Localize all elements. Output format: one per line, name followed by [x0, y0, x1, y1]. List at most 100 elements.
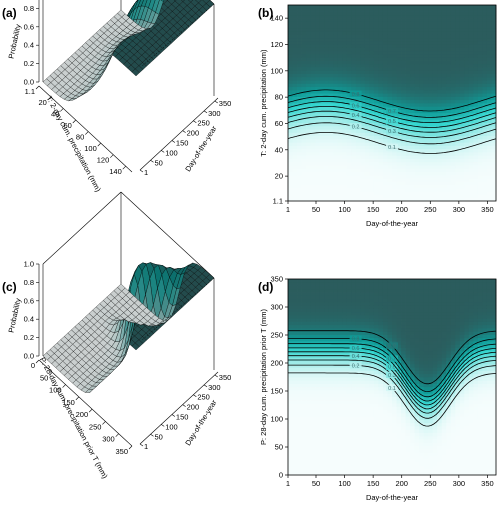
plot-frame [287, 278, 497, 476]
panel-label: (d) [258, 280, 273, 294]
day-tick [182, 130, 186, 133]
z-tick-label: 0.0 [24, 78, 34, 87]
x-axis-label: Day-of-the-year [366, 219, 419, 228]
y-tick-label: 100 [270, 415, 283, 424]
y-tick-label: 60 [275, 119, 283, 128]
contour-lines: 0.1 0.2 0.3 0.4 0.5 0.6 0.7 0.8 0.9 [288, 330, 497, 427]
box-frame [42, 191, 215, 370]
x-tick-label: 150 [367, 479, 380, 488]
day-tick [150, 434, 154, 437]
day-tick-label: 50 [155, 432, 163, 441]
x-tick [62, 384, 66, 388]
day-tick [139, 443, 144, 447]
x-tick [35, 359, 40, 364]
day-tick-label: 1 [144, 442, 148, 451]
x-tick-label: 20 [38, 98, 46, 107]
x-tick [49, 372, 53, 376]
heatmap [288, 279, 497, 476]
contour-line [287, 122, 497, 145]
box-edge [141, 277, 215, 341]
y-tick-label: 250 [270, 331, 283, 340]
y-tick-label: 0 [279, 471, 283, 480]
contour-panel: (d)0.10.20.30.40.50.60.70.80.91 50 100 150 2… [258, 275, 497, 502]
box-frame [42, 0, 215, 96]
day-tick-label: 350 [219, 99, 232, 108]
surface-panel: (c)0.00.20.40.60.81.0Probability05010015… [2, 191, 232, 480]
x-tick-label: 100 [338, 479, 351, 488]
contour-label: 0.3 [388, 129, 396, 135]
contour-label: 0.2 [352, 125, 360, 131]
surface-panel: (a)0.00.20.40.60.81.0Probability1.120406… [2, 0, 231, 194]
x-tick-label: 350 [481, 479, 494, 488]
day-tick [161, 150, 165, 153]
x-tick-label: 300 [453, 479, 466, 488]
y-tick-label: 300 [270, 303, 283, 312]
day-tick-label: 350 [219, 373, 232, 382]
day-tick [193, 120, 197, 123]
x-tick [88, 408, 93, 413]
day-tick [139, 169, 144, 173]
y-tick-label: 140 [270, 14, 283, 23]
contour-lines: 0.1 0.2 0.3 0.4 0.5 0.6 0.7 0.8 [287, 89, 497, 154]
contour-line [287, 101, 497, 123]
z-tick-label: 1.0 [24, 260, 34, 269]
x-tick [72, 119, 76, 124]
y-tick-label: 350 [270, 275, 283, 284]
x-tick-label: 50 [312, 479, 320, 488]
x-axis-label: Day-of-the-year [366, 493, 419, 502]
x-tick-label: 0 [31, 361, 35, 370]
contour-label: 0.8 [352, 337, 360, 343]
contour-label: 0.5 [388, 119, 396, 125]
contour-label: 0.4 [352, 354, 360, 360]
z-axis: 0.0 0.2 0.4 0.6 0.8 1.0 Probability [7, 260, 40, 361]
z-tick-label: 0.2 [24, 333, 34, 342]
x-tick-label: 350 [481, 205, 494, 214]
contour-label: 0.4 [352, 113, 360, 119]
day-tick-label: 300 [208, 383, 221, 392]
contour-line [287, 110, 497, 133]
day-tick [203, 384, 208, 388]
y-tick-label: 40 [275, 145, 283, 154]
x-tick [97, 142, 101, 147]
x-tick-label: 100 [338, 205, 351, 214]
x-tick-label: 250 [89, 422, 102, 431]
contour-line [288, 355, 497, 410]
z-tick-label: 0.6 [24, 22, 34, 31]
x-tick [110, 154, 114, 158]
x-tick [115, 433, 119, 437]
surface [42, 0, 215, 102]
y-tick-label: 100 [270, 66, 283, 75]
panel-label: (a) [2, 6, 17, 20]
y-tick-label: 50 [275, 443, 283, 452]
day-tick-label: 100 [165, 148, 178, 157]
x-tick-label: 350 [115, 447, 128, 456]
day-tick-label: 1 [144, 168, 148, 177]
x-tick-label: 60 [63, 121, 71, 130]
day-tick-label: 200 [187, 403, 200, 412]
contour-line [288, 347, 497, 402]
day-tick [193, 394, 197, 397]
day-tick-label: 150 [176, 413, 189, 422]
contour-label: 0.7 [388, 357, 396, 363]
day-tick-label: 300 [208, 109, 221, 118]
x-tick [85, 131, 89, 135]
z-tick-label: 0.2 [24, 59, 34, 68]
x-tick-label: 80 [76, 133, 84, 142]
x-tick-label: 300 [102, 435, 115, 444]
contour-label: 0.6 [352, 104, 360, 110]
x-tick-label: 200 [76, 410, 89, 419]
z-tick-label: 0.6 [24, 296, 34, 305]
day-tick [214, 100, 218, 104]
day-tick [171, 140, 176, 143]
y-tick-label: 1.1 [273, 197, 283, 206]
day-tick-label: 200 [187, 129, 200, 138]
contour-label: 0.1 [388, 386, 396, 392]
day-tick [150, 160, 154, 163]
x-tick [122, 166, 126, 170]
x-tick-label: 1 [286, 479, 290, 488]
contour-label: 0.7 [388, 109, 396, 115]
contour-label: 0.5 [388, 365, 396, 371]
